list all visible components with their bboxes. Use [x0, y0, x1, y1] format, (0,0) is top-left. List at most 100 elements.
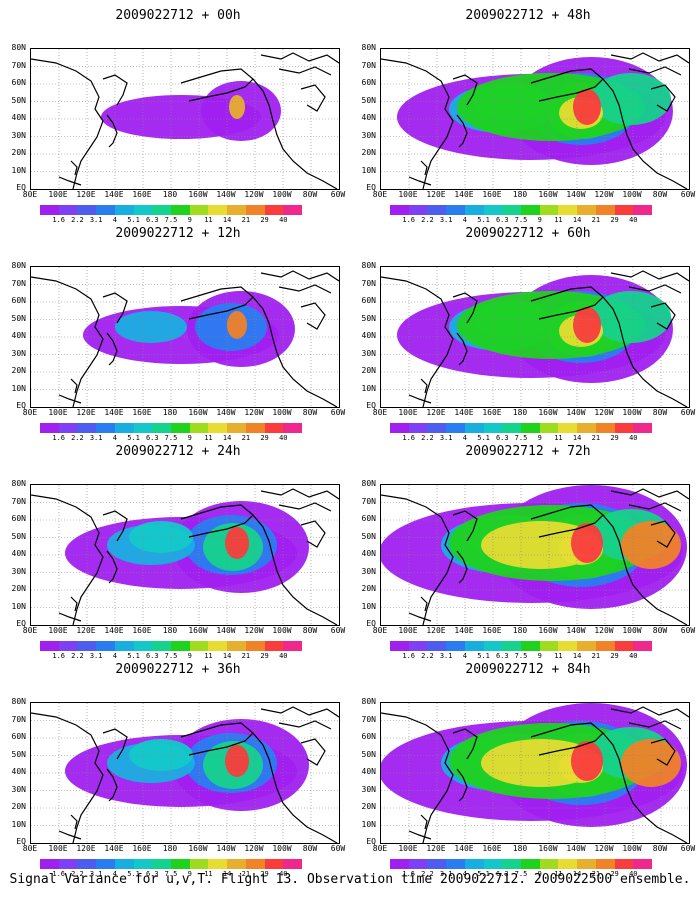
coastline	[300, 520, 326, 548]
colorbar-swatch	[502, 859, 522, 869]
colorbar-level-label: 21	[591, 652, 601, 660]
longitude-label: 160W	[188, 844, 208, 853]
coastline	[252, 514, 338, 625]
colorbar-swatch	[502, 641, 522, 651]
colorbar-level-label: 4	[112, 216, 117, 224]
colorbar-level-label: 1.6	[402, 434, 416, 442]
colorbar	[390, 205, 653, 215]
latitude-label: 40N	[361, 549, 376, 558]
colorbar	[40, 205, 303, 215]
colorbar-swatch	[464, 641, 484, 651]
longitude-label: 80E	[372, 626, 388, 635]
variance-contour-map	[31, 485, 339, 625]
longitude-label: 100W	[622, 626, 642, 635]
variance-contour-region	[225, 527, 249, 559]
coastline	[252, 732, 338, 843]
colorbar-swatch	[264, 423, 284, 433]
colorbar-swatch	[427, 641, 447, 651]
latitude-label: 10N	[361, 165, 376, 175]
colorbar-level-label: 9	[187, 434, 192, 442]
coastline	[602, 732, 688, 843]
colorbar-swatch	[464, 205, 484, 215]
longitude-label: 160E	[482, 626, 502, 635]
colorbar-level-label: 7.5	[164, 434, 178, 442]
colorbar-swatch	[446, 641, 465, 651]
latitude-label: 80N	[361, 479, 376, 488]
colorbar-swatch	[96, 859, 115, 869]
coastline	[252, 78, 338, 189]
longitude-label: 100E	[48, 190, 68, 199]
latitude-label: 50N	[361, 749, 376, 759]
coastline	[31, 712, 104, 843]
longitude-label: 160E	[132, 408, 152, 417]
colorbar-swatch	[614, 641, 634, 651]
latitude-label: 20N	[361, 802, 376, 811]
coastline	[260, 270, 339, 294]
colorbar-swatch	[427, 205, 447, 215]
colorbar-level-label: 9	[187, 652, 192, 660]
colorbar-swatch	[408, 641, 428, 651]
colorbar-level-label: 1.6	[402, 652, 416, 660]
colorbar-level-label: 14	[222, 870, 232, 878]
latitude-label: 20N	[361, 148, 376, 157]
colorbar-swatch	[539, 423, 559, 433]
colorbar-swatch	[558, 423, 578, 433]
map-panel-p72: 2009022712 + 72h 80N 70N 60N 50N 40N 30N 20N 10N…	[358, 444, 698, 664]
colorbar-swatch	[152, 423, 172, 433]
longitude-label: 60W	[330, 844, 346, 853]
latitude-label: EQ	[16, 837, 26, 846]
colorbar-level-label: 4	[462, 652, 467, 660]
colorbar-level-label: 29	[610, 216, 619, 224]
latitude-label: 80N	[11, 43, 26, 52]
colorbar-level-label: 14	[572, 216, 582, 224]
colorbar-swatch	[521, 423, 540, 433]
colorbar-swatch	[539, 859, 559, 869]
colorbar-level-label: 7.5	[514, 652, 528, 660]
longitude-label: 160W	[538, 190, 558, 199]
colorbar-level-label: 9	[187, 216, 192, 224]
longitude-label: 160W	[188, 408, 208, 417]
variance-contour-region	[591, 73, 671, 125]
latitude-label: 10N	[361, 383, 376, 393]
colorbar-swatch	[283, 859, 303, 869]
colorbar-swatch	[283, 205, 303, 215]
colorbar-swatch	[189, 205, 209, 215]
longitude-label: 80E	[372, 408, 388, 417]
colorbar-swatch	[446, 859, 465, 869]
longitude-label: 120W	[594, 190, 614, 199]
colorbar-swatch	[133, 205, 153, 215]
colorbar-level-label: 40	[279, 216, 288, 224]
map-panel-p48: 2009022712 + 48h 80N 70N 60N 50N 40N 30N 20N 10N…	[358, 8, 698, 228]
longitude-label: 60W	[680, 626, 696, 635]
colorbar-swatch	[133, 641, 153, 651]
coastline	[106, 114, 118, 148]
longitude-label: 100E	[48, 626, 68, 635]
colorbar-level-label: 14	[222, 216, 232, 224]
map-plot-area	[30, 266, 340, 408]
longitude-label: 140E	[104, 408, 124, 417]
coastline	[58, 596, 82, 622]
longitude-label: 120W	[244, 408, 264, 417]
map-plot-area	[30, 48, 340, 190]
latitude-label: 50N	[11, 313, 26, 323]
colorbar-swatch	[390, 423, 409, 433]
colorbar-swatch	[483, 423, 503, 433]
map-panel-p84: 2009022712 + 84h 80N 70N 60N 50N 40N 30N 20N 10N…	[358, 662, 698, 882]
latitude-label: 30N	[11, 130, 26, 140]
colorbar-level-label: 5.1	[477, 216, 490, 224]
latitude-label: 60N	[11, 296, 26, 305]
latitude-label: 80N	[11, 479, 26, 488]
colorbar-swatch	[77, 423, 97, 433]
colorbar-swatch	[40, 423, 59, 433]
panel-title: 2009022712 + 48h	[465, 8, 591, 23]
latitude-label: 60N	[361, 514, 376, 523]
colorbar-swatch	[227, 859, 246, 869]
longitude-label: 120E	[76, 408, 96, 417]
panel-title: 2009022712 + 60h	[465, 226, 591, 241]
colorbar-swatch	[245, 859, 265, 869]
figure-caption: Signal Variance for u,v,T. Flight 13. Ob…	[9, 872, 691, 887]
colorbar-level-label: 11	[554, 652, 563, 660]
coastline	[106, 550, 118, 584]
longitude-label: 80W	[652, 626, 668, 635]
latitude-label: 40N	[11, 767, 26, 776]
